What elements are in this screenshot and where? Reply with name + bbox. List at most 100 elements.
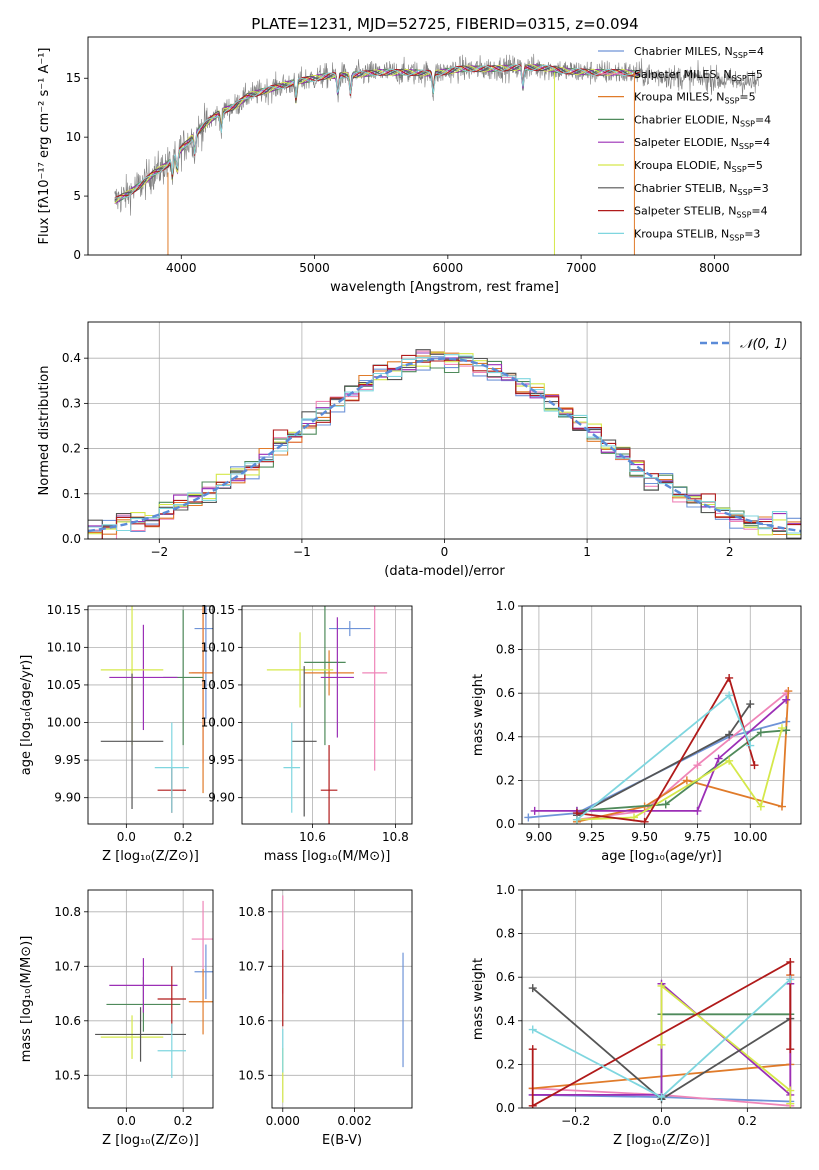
normal-reference-curve <box>88 357 801 533</box>
x-tick-label: 10.00 <box>733 830 767 844</box>
error-bar-point <box>157 966 187 1032</box>
y-tick-label: 9.95 <box>208 753 235 767</box>
x-tick-label: −0.2 <box>561 1114 590 1128</box>
axes-frame <box>87 321 802 540</box>
x-tick-label: 0.2 <box>738 1114 757 1128</box>
weight-marker <box>784 687 793 696</box>
weight-marker <box>682 776 691 785</box>
y-tick-label: 10 <box>66 130 81 144</box>
plot-area <box>114 53 759 255</box>
weight-marker <box>693 806 702 815</box>
y-tick-label: 0.4 <box>62 351 81 365</box>
y-tick-label: 0.0 <box>496 817 515 831</box>
weight-marker <box>746 741 755 750</box>
weight-marker <box>572 815 581 824</box>
x-tick-label: 10.6 <box>299 830 326 844</box>
x-tick-label: 7000 <box>566 261 597 275</box>
y-tick-label: 0.2 <box>62 442 81 456</box>
error-bar-point <box>188 606 213 794</box>
legend-entry: Salpeter ELODIE, NSSP=4 <box>634 136 770 151</box>
x-tick-label: −1 <box>293 545 311 559</box>
panel-mass-vs-Z: 0.0 0.2 10.5 10.6 10.7 10.8 Z [log₁₀(Z/Z⊙)] mas… <box>19 889 214 1148</box>
error-bar-point <box>109 958 178 1013</box>
weight-marker <box>524 813 533 822</box>
x-tick-label: 1 <box>583 545 591 559</box>
y-axis-label: mass weight <box>471 958 486 1040</box>
y-tick-label: 5 <box>73 189 81 203</box>
axes-frame <box>521 889 802 1109</box>
y-tick-label: 9.90 <box>208 791 235 805</box>
y-tick-label: 9.90 <box>54 791 81 805</box>
x-axis-label: (data-model)/error <box>384 564 505 579</box>
weight-marker <box>786 1099 795 1108</box>
plot-area <box>282 895 404 1103</box>
error-bar-point <box>95 1007 187 1062</box>
error-bar-point <box>194 944 213 999</box>
error-bar-point <box>320 617 354 738</box>
y-tick-label: 10.8 <box>54 905 81 919</box>
x-axis-label: Z [log₁₀(Z/Z⊙)] <box>613 1133 710 1148</box>
weight-marker <box>786 1086 795 1095</box>
weight-marker <box>777 802 786 811</box>
y-tick-label: 0.4 <box>496 730 515 744</box>
weight-marker <box>528 1025 537 1034</box>
figure-title: PLATE=1231, MJD=52725, FIBERID=0315, z=0… <box>251 15 638 33</box>
x-axis-label: wavelength [Angstrom, rest frame] <box>330 280 559 295</box>
y-tick-label: 0.2 <box>496 1057 515 1071</box>
error-bar-point <box>100 1015 164 1059</box>
y-axis-label: Normed distribution <box>37 366 52 496</box>
weight-series-line <box>576 692 787 821</box>
y-tick-label: 0.6 <box>496 970 515 984</box>
weight-marker <box>657 1093 666 1102</box>
weight-marker <box>746 700 755 709</box>
plot-area <box>100 606 213 813</box>
x-tick-label: 0.002 <box>337 1114 371 1128</box>
weight-marker <box>657 981 666 990</box>
x-tick-label: 4000 <box>166 261 197 275</box>
x-tick-label: 9.25 <box>578 830 605 844</box>
x-tick-label: 0.2 <box>174 830 193 844</box>
legend-entry: Chabrier STELIB, NSSP=3 <box>634 182 769 197</box>
error-bar-point <box>154 722 189 813</box>
error-bar-point <box>191 900 213 978</box>
y-axis-label: mass weight <box>471 674 486 756</box>
panel-spectrum: 4000 5000 6000 7000 8000 0 5 10 15 wavelength [An… <box>37 36 802 295</box>
weight-marker <box>530 806 539 815</box>
y-tick-label: 0.4 <box>496 1014 515 1028</box>
legend-entry: Kroupa STELIB, NSSP=3 <box>634 227 760 242</box>
weight-marker <box>725 756 734 765</box>
weight-marker <box>528 1101 537 1108</box>
legend-entry: 𝒩(0, 1) <box>740 337 787 352</box>
plot-area <box>528 957 795 1108</box>
y-tick-label: 10.5 <box>238 1068 265 1082</box>
y-tick-label: 10.05 <box>201 678 235 692</box>
weight-marker <box>661 800 670 809</box>
x-tick-label: 9.00 <box>526 830 553 844</box>
model-fit-line <box>114 64 641 200</box>
x-tick-label: 8000 <box>699 261 730 275</box>
y-tick-label: 10.6 <box>54 1014 81 1028</box>
plot-area <box>95 900 213 1079</box>
axes-frame <box>87 605 214 825</box>
y-tick-label: 0.3 <box>62 396 81 410</box>
axes-frame <box>521 605 802 825</box>
y-tick-label: 10.7 <box>54 959 81 973</box>
axes-frame <box>241 605 413 825</box>
weight-marker <box>528 1045 537 1054</box>
y-tick-label: 0.8 <box>496 927 515 941</box>
weight-series-line <box>531 960 792 1108</box>
legend-entry: Salpeter MILES, NSSP=5 <box>634 68 763 83</box>
y-tick-label: 0.1 <box>62 487 81 501</box>
axes-frame <box>87 889 214 1109</box>
x-tick-label: 0.2 <box>174 1114 193 1128</box>
y-tick-label: 0.2 <box>496 773 515 787</box>
panel-weight-vs-Z: −0.2 0.0 0.2 0.0 0.2 0.4 0.6 0.8 1.0 Z [log₁₀(Z/Z… <box>471 883 802 1148</box>
y-tick-label: 0.0 <box>62 532 81 546</box>
legend-entry: Salpeter STELIB, NSSP=4 <box>634 205 768 220</box>
y-tick-label: 10.00 <box>201 716 235 730</box>
spectrum-legend: Chabrier MILES, NSSP=4 Salpeter MILES, NS… <box>598 45 771 242</box>
plot-area <box>266 606 388 824</box>
error-bar-point <box>100 673 164 809</box>
